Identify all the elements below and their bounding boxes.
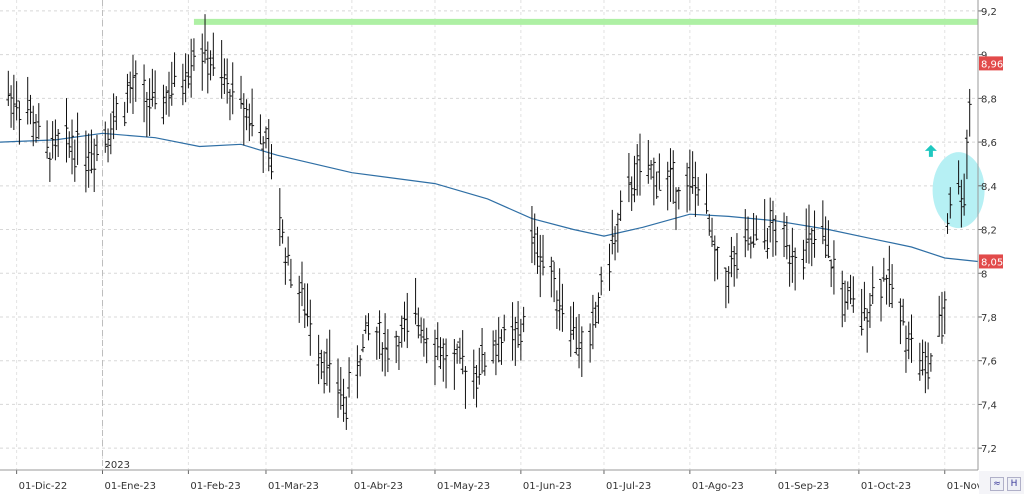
year-marker-layer: 2023: [102, 0, 130, 471]
y-tick-label: 8,8: [981, 94, 997, 105]
y-tick-label: 9,2: [981, 7, 997, 18]
x-tick-label: 01-Abr-23: [354, 481, 403, 492]
moving-average-badge-box: [979, 254, 1003, 269]
badge-layer: 8,96 8,054: [979, 56, 1010, 269]
x-tick-label: 01-Mar-23: [268, 481, 319, 492]
x-tick-label: 01-Dic-22: [19, 481, 68, 492]
x-tick-label: 01-May-23: [437, 481, 490, 492]
last-price-badge-box: [979, 56, 1003, 71]
y-tick-label: 8,2: [981, 226, 997, 237]
moving-average-layer: [0, 132, 979, 263]
h-icon[interactable]: H: [1007, 477, 1021, 491]
x-tick-label: 01-Jul-23: [606, 481, 651, 492]
x-tick-label: 01-Feb-23: [190, 481, 240, 492]
plot-background: [0, 0, 978, 470]
y-tick-label: 7,8: [981, 313, 997, 324]
x-tick-label: 01-Oct-23: [861, 481, 911, 492]
y-tick-label: 9: [981, 51, 987, 62]
x-tick-label: 01-Jun-23: [523, 481, 572, 492]
moving-average-line: [0, 132, 979, 263]
x-tick-label: 01-Ago-23: [692, 481, 744, 492]
y-tick-label: 8,4: [981, 182, 997, 193]
last-price-badge-label: 8,96: [981, 59, 1003, 70]
y-tick-label: 7,2: [981, 444, 997, 455]
x-tick-label: 01-Sep-23: [778, 481, 830, 492]
y-tick-label: 8,6: [981, 138, 997, 149]
x-tick-label: 01-Ene-23: [105, 481, 156, 492]
arrow-up-icon: [924, 144, 937, 157]
ohlc-bars-layer: [6, 14, 972, 430]
year-marker-label: 2023: [105, 460, 130, 471]
moving-average-badge-label: 8,054: [981, 257, 1010, 268]
y-tick-label: 8: [981, 269, 987, 280]
y-tick-label: 7,4: [981, 400, 997, 411]
y-tick-label: 7,6: [981, 357, 997, 368]
wave-icon[interactable]: ≈: [990, 477, 1004, 491]
x-tick-label: 01-Nov-23: [947, 481, 999, 492]
grid-layer: [0, 0, 978, 470]
